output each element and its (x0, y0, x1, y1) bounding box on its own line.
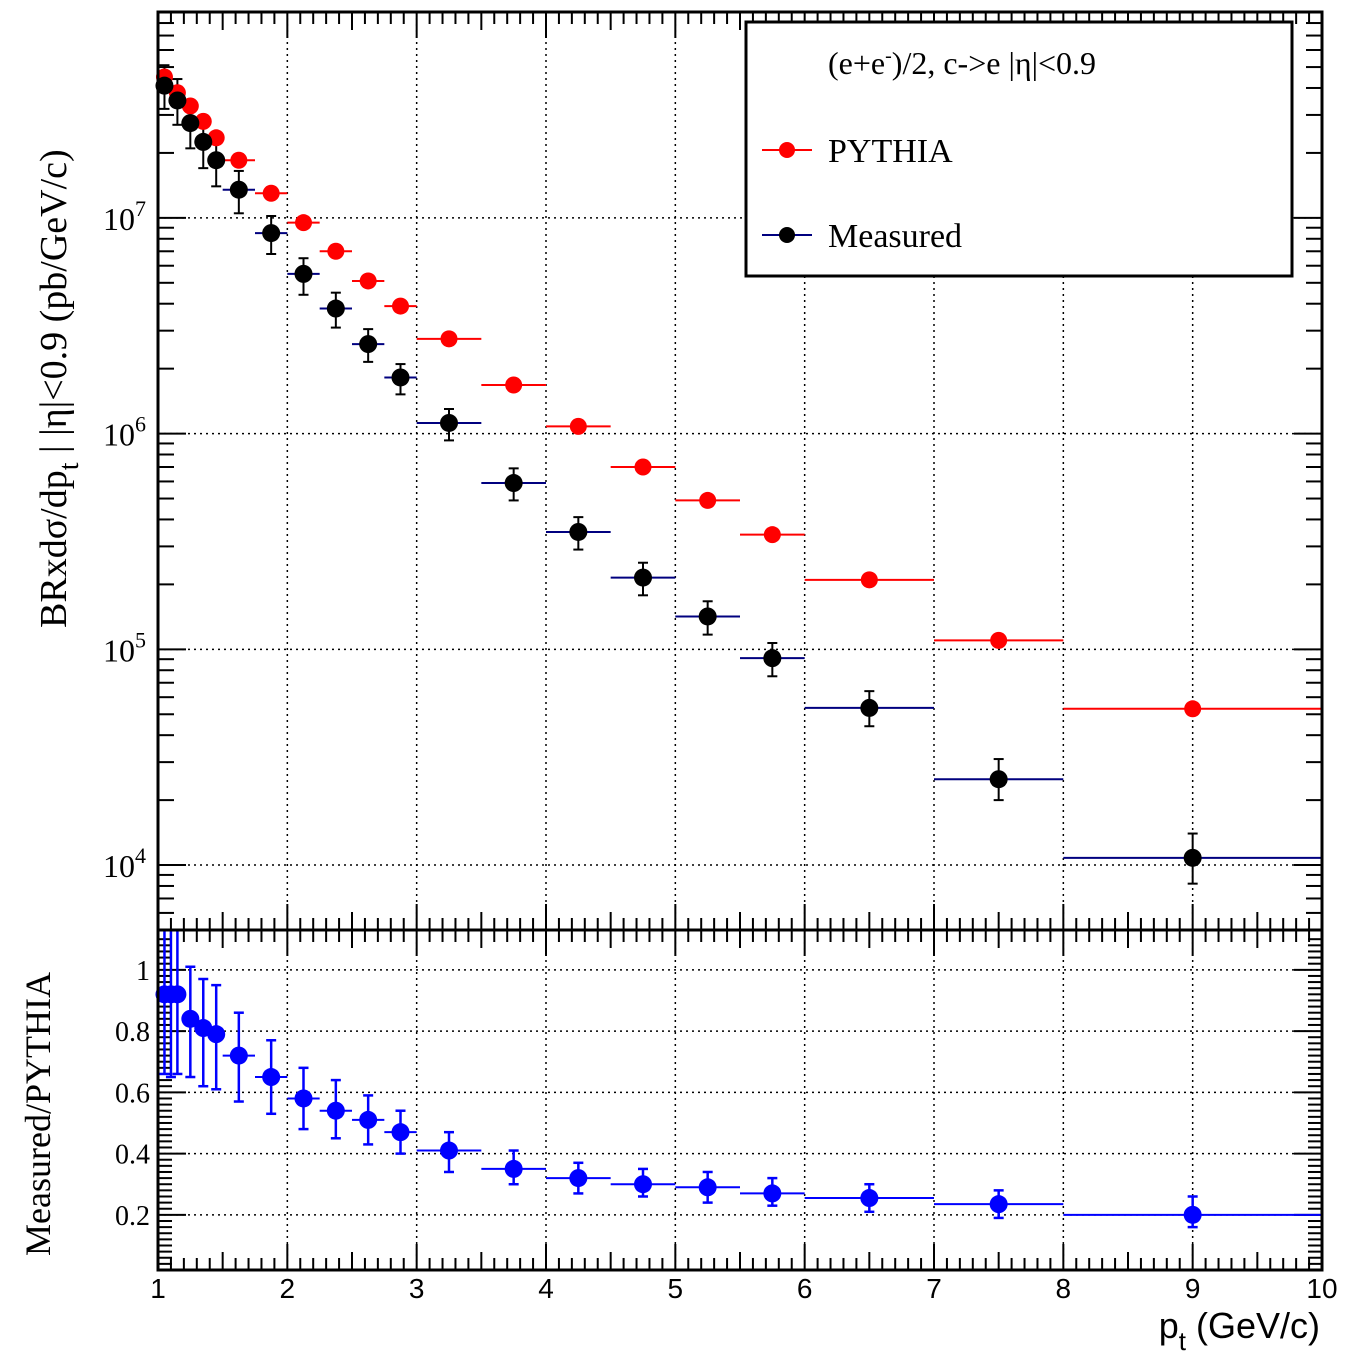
measured-point (168, 91, 187, 110)
ratio-point (989, 1195, 1008, 1214)
top-y-tick-label: 106 (103, 412, 146, 453)
ratio-point (326, 1101, 345, 1120)
legend-box (744, 20, 1294, 278)
bottom-y-tick-labels: 0.2 0.4 0.6 0.8 1 (115, 956, 150, 1232)
ratio-point (391, 1123, 410, 1142)
bottom-panel-ticks (157, 930, 1323, 1271)
ratio-point (634, 1175, 652, 1194)
x-tick-label: 4 (538, 1273, 554, 1304)
measured-point (569, 522, 588, 541)
ratio-point (860, 1189, 879, 1208)
measured-point (359, 335, 378, 354)
top-panel-marks (155, 64, 1322, 885)
bottom-y-tick-label: 0.6 (115, 1078, 150, 1109)
legend-title: (e+e-)/2, c->e |η|<0.9 (828, 45, 1096, 81)
pythia-point (262, 184, 280, 202)
pythia-point (359, 272, 377, 290)
measured-point (326, 299, 345, 318)
ratio-point (181, 1009, 200, 1028)
ratio-point (359, 1110, 378, 1129)
measured-point (194, 132, 213, 151)
top-y-tick-label: 107 (103, 196, 146, 237)
bottom-y-tick-label: 1 (136, 956, 150, 987)
bottom-y-tick-label: 0.2 (115, 1201, 150, 1232)
measured-point (391, 368, 410, 387)
bottom-panel-grid (158, 930, 1322, 1270)
legend-measured-label: Measured (828, 218, 962, 255)
measured-point (1183, 848, 1202, 867)
measured-point (763, 649, 782, 668)
ratio-point (440, 1141, 458, 1160)
pythia-point (440, 330, 458, 348)
bottom-panel-frame (156, 928, 1324, 1272)
top-panel-grid (158, 12, 1322, 930)
ratio-point (504, 1159, 523, 1178)
bottom-y-tick-label: 0.8 (115, 1017, 150, 1048)
ratio-point (569, 1169, 588, 1188)
measured-point (229, 180, 248, 199)
x-tick-label: 8 (1056, 1273, 1072, 1304)
x-tick-label: 10 (1306, 1273, 1337, 1304)
measured-point (262, 224, 281, 243)
pythia-point (634, 458, 652, 476)
pythia-point (990, 631, 1008, 649)
ratio-point (168, 985, 187, 1004)
top-y-tick-label: 105 (103, 627, 146, 668)
x-tick-label: 6 (797, 1273, 813, 1304)
x-tick-label: 3 (409, 1273, 425, 1304)
pythia-point (1184, 700, 1202, 718)
measured-point (634, 568, 652, 587)
x-tick-label: 7 (926, 1273, 942, 1304)
ratio-point (763, 1184, 782, 1203)
x-axis-title: pt (GeV/c) (1159, 1305, 1320, 1356)
measured-point (698, 607, 717, 626)
ratio-point (262, 1068, 281, 1087)
pythia-point (392, 297, 409, 315)
pythia-point (505, 376, 523, 394)
top-y-tick-label: 104 (103, 843, 146, 884)
bottom-panel-marks (155, 928, 1322, 1229)
pythia-point (699, 491, 717, 509)
legend-pythia-marker (779, 142, 795, 158)
measured-point (860, 698, 879, 717)
ratio-point (207, 1025, 226, 1044)
ratio-point (1183, 1205, 1202, 1224)
measured-point (181, 114, 200, 133)
ratio-point (294, 1089, 313, 1108)
pythia-point (860, 571, 878, 589)
x-tick-labels: 1 2 3 4 5 6 7 8 9 10 (150, 1273, 1337, 1304)
measured-point (294, 264, 313, 283)
measured-point (989, 770, 1008, 789)
measured-point (504, 474, 523, 493)
x-tick-label: 9 (1185, 1273, 1201, 1304)
pythia-point (569, 417, 587, 435)
measured-point (440, 413, 458, 432)
x-tick-label: 1 (150, 1273, 166, 1304)
bottom-y-axis-title: Measured/PYTHIA (18, 972, 58, 1256)
x-tick-label: 5 (668, 1273, 684, 1304)
pythia-point (194, 112, 212, 130)
top-y-tick-labels: 104 105 106 107 (103, 196, 146, 884)
x-tick-label: 2 (280, 1273, 296, 1304)
ratio-point (698, 1178, 717, 1197)
pythia-point (327, 242, 345, 260)
legend: (e+e-)/2, c->e |η|<0.9 PYTHIA Measured (744, 20, 1294, 278)
measured-point (155, 76, 174, 95)
top-y-axis-title: BRxdσ/dpt | |η|<0.9 (pb/GeV/c) (33, 149, 85, 628)
ratio-point (229, 1046, 248, 1065)
pythia-point (295, 214, 312, 232)
legend-pythia-label: PYTHIA (828, 133, 953, 170)
measured-point (207, 151, 226, 170)
pythia-point (763, 526, 781, 544)
bottom-y-tick-label: 0.4 (115, 1140, 150, 1171)
pythia-point (230, 151, 248, 169)
legend-measured-marker (779, 227, 795, 243)
